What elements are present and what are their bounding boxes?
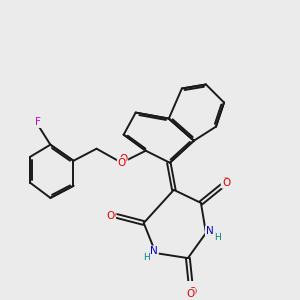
Text: H: H [144, 253, 150, 262]
Text: O: O [222, 178, 230, 188]
Text: F: F [35, 117, 41, 127]
Text: O: O [221, 177, 230, 187]
Text: N: N [150, 246, 158, 256]
Text: H: H [144, 252, 150, 261]
Text: O: O [187, 289, 195, 298]
Text: H: H [214, 233, 220, 242]
Text: O: O [106, 211, 114, 221]
Text: O: O [188, 287, 197, 298]
Text: O: O [119, 154, 128, 164]
Text: O: O [118, 158, 126, 168]
Text: F: F [35, 117, 41, 127]
Text: O: O [107, 211, 116, 221]
Text: N: N [150, 246, 158, 256]
Text: N: N [206, 226, 213, 236]
Text: N: N [206, 226, 213, 236]
Text: H: H [213, 232, 220, 241]
